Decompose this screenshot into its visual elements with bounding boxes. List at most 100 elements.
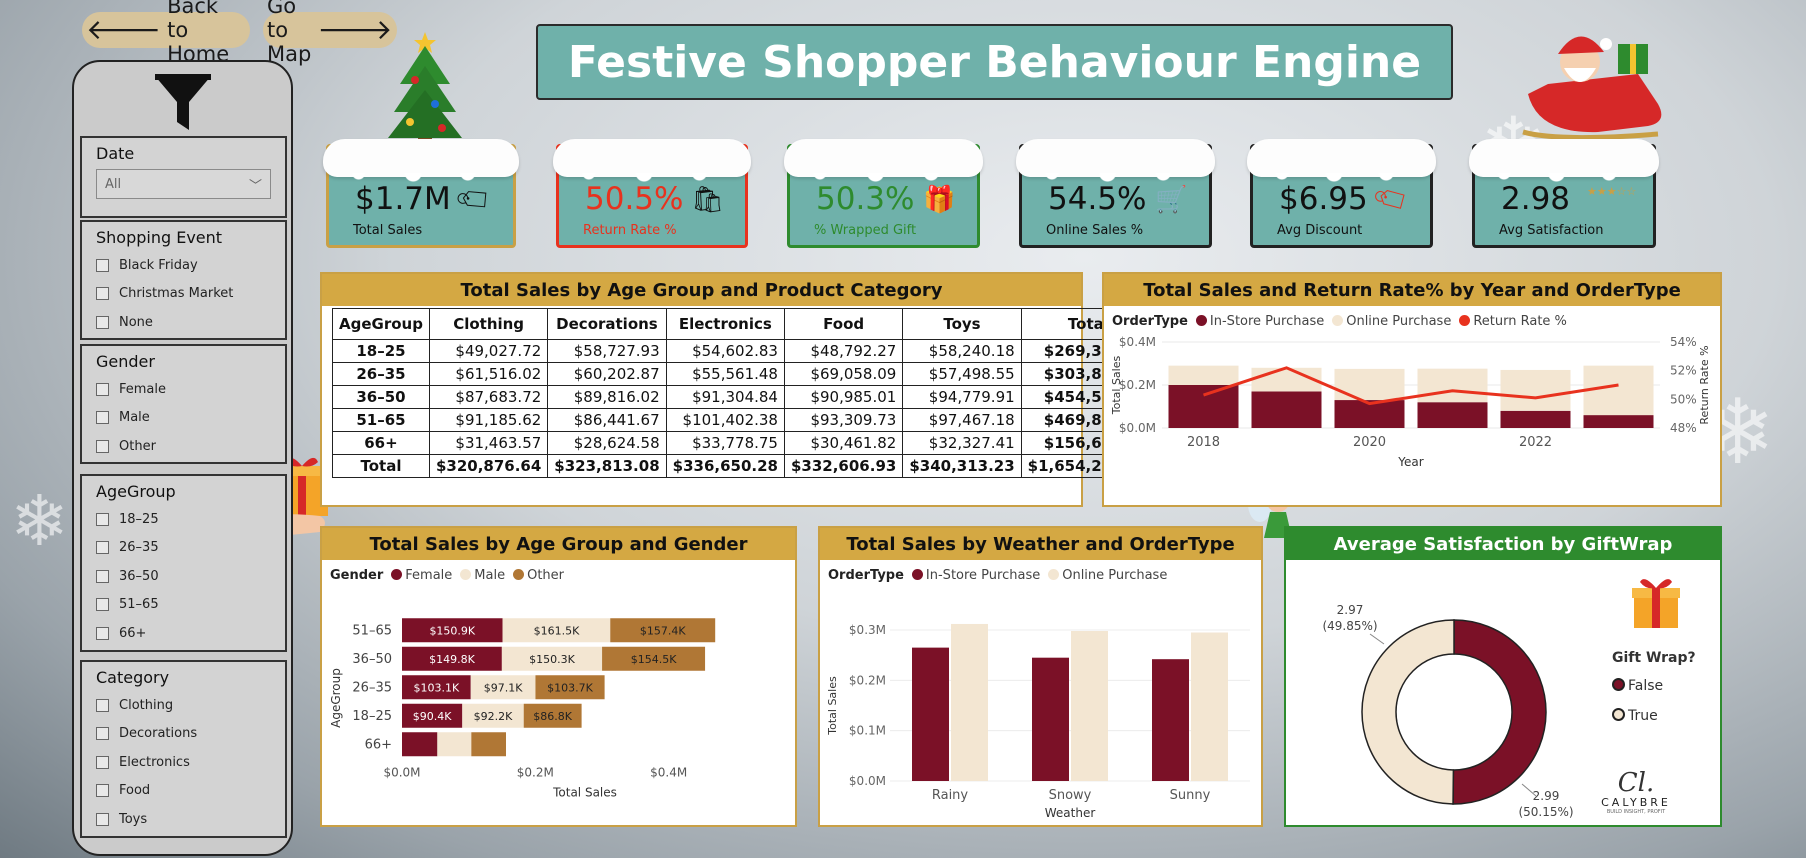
checkbox[interactable] <box>96 569 109 583</box>
legend-item[interactable]: Male <box>460 568 505 583</box>
table-cell: $332,606.93 <box>783 454 904 478</box>
row-header-cell: 18–25 <box>332 339 430 363</box>
bar-segment <box>462 703 524 728</box>
kpi-label: Return Rate % <box>583 223 677 238</box>
bar-online <box>1500 369 1571 411</box>
column-header[interactable]: Food <box>783 308 904 340</box>
bar-segment <box>610 618 716 643</box>
option-other[interactable]: Other <box>96 432 271 461</box>
panel-title: Total Sales by Weather and OrderType <box>820 528 1261 560</box>
checkbox[interactable] <box>96 812 109 826</box>
checkbox[interactable] <box>96 512 109 526</box>
checkbox[interactable] <box>96 541 109 555</box>
table-row: 36–50 $87,683.72 $89,816.02 $91,304.84 $90,9… <box>332 385 1157 409</box>
bar <box>1152 659 1189 781</box>
y2-axis-title: Return Rate % <box>1698 345 1711 424</box>
year-ordertype-chart: $0.0M $0.2M $0.4M 48% 50% 52% 54% 2018 2020 2022 Y… <box>1110 335 1711 469</box>
panel-title: Average Satisfaction by GiftWrap <box>1286 528 1720 560</box>
option-66-plus[interactable]: 66+ <box>96 619 271 648</box>
option-18-25[interactable]: 18–25 <box>96 505 271 534</box>
checkbox[interactable] <box>96 784 109 798</box>
chevron-down-icon: ﹀ <box>248 178 262 194</box>
table-cell: $30,461.82 <box>783 431 904 455</box>
legend-item[interactable]: In-Store Purchase <box>911 568 1040 583</box>
donut-legend-title: Gift Wrap? <box>1612 650 1696 666</box>
option-male[interactable]: Male <box>96 404 271 433</box>
option-51-65[interactable]: 51–65 <box>96 591 271 620</box>
y2-tick-label: 48% <box>1670 421 1697 435</box>
column-header[interactable]: Decorations <box>547 308 667 340</box>
kpi-value: 2.98 <box>1501 181 1571 217</box>
column-header[interactable]: Clothing <box>428 308 549 340</box>
bar-segment <box>471 732 506 757</box>
option-christmas-market[interactable]: Christmas Market <box>96 280 271 309</box>
bar-segment <box>402 703 463 728</box>
snow-cap <box>553 139 751 187</box>
option-black-friday[interactable]: Black Friday <box>96 251 271 280</box>
option-clothing[interactable]: Clothing <box>96 691 271 720</box>
arrow-right-icon: 🡒 <box>317 13 393 46</box>
column-header[interactable]: Electronics <box>665 308 785 340</box>
legend-item[interactable]: In-Store Purchase <box>1195 314 1324 329</box>
table-cell: $91,185.62 <box>428 408 549 432</box>
arrow-left-icon: 🡐 <box>86 13 162 46</box>
table-cell: $94,779.91 <box>902 385 1022 409</box>
weather-ordertype-chart: $0.0M $0.1M $0.2M $0.3M Rainy Snowy Sunny Weath… <box>826 623 1250 820</box>
option-electronics[interactable]: Electronics <box>96 748 271 777</box>
checkbox[interactable] <box>96 315 109 329</box>
column-header[interactable]: Toys <box>902 308 1022 340</box>
table-cell: $90,985.01 <box>783 385 904 409</box>
checkbox[interactable] <box>96 626 109 640</box>
go-to-map-button[interactable]: Go to Map 🡒 <box>263 0 397 66</box>
bar-online <box>1334 368 1405 401</box>
data-label: $103.7K <box>547 681 593 694</box>
table-cell: $86,441.67 <box>547 408 667 432</box>
option-none[interactable]: None <box>96 308 271 337</box>
checkbox[interactable] <box>96 258 109 272</box>
bar-segment <box>437 732 472 757</box>
bar-online <box>1168 365 1239 385</box>
legend-item[interactable]: Return Rate % <box>1459 314 1567 329</box>
checkbox[interactable] <box>96 755 109 769</box>
option-decorations[interactable]: Decorations <box>96 720 271 749</box>
back-to-home-button[interactable]: 🡐 Back to Home <box>82 0 250 66</box>
checkbox[interactable] <box>96 698 109 712</box>
table-row: 18–25 $49,027.72 $58,727.93 $54,602.83 $48,7… <box>332 339 1157 363</box>
line-return-rate <box>1203 366 1619 406</box>
checkbox[interactable] <box>96 411 109 425</box>
table-cell: $320,876.64 <box>428 454 549 478</box>
legend-item-true[interactable]: True <box>1612 708 1658 724</box>
kpi-value: 50.5% <box>585 181 684 217</box>
checkbox[interactable] <box>96 382 109 396</box>
bar <box>951 623 988 781</box>
option-toys[interactable]: Toys <box>96 805 271 834</box>
option-36-50[interactable]: 36–50 <box>96 562 271 591</box>
checkbox[interactable] <box>96 727 109 741</box>
x-tick-label: $0.4M <box>650 766 687 780</box>
x-tick-label: 2022 <box>1519 435 1552 450</box>
y-tick-label: 36–50 <box>352 652 392 667</box>
x-axis-title: Weather <box>1045 806 1096 820</box>
checkbox[interactable] <box>96 287 109 301</box>
option-food[interactable]: Food <box>96 777 271 806</box>
table-cell: $31,463.57 <box>428 431 549 455</box>
legend-item[interactable]: Online Purchase <box>1332 314 1451 329</box>
date-dropdown[interactable]: All ﹀ <box>96 169 271 199</box>
kpi-card-return-rate: 50.5% Return Rate % 🛍 <box>553 139 751 248</box>
legend-item[interactable]: Other <box>513 568 564 583</box>
legend-item[interactable]: Online Purchase <box>1048 568 1167 583</box>
column-header[interactable]: AgeGroup <box>332 308 430 340</box>
checkbox[interactable] <box>96 598 109 612</box>
bar-instore <box>1500 410 1571 428</box>
data-label: 2.99 <box>1533 789 1560 803</box>
option-female[interactable]: Female <box>96 375 271 404</box>
brand-logo: Cl. CALYBRE BUILD INSIGHT, PROFIT <box>1576 770 1696 815</box>
checkbox[interactable] <box>96 439 109 453</box>
y-tick-label: $0.0M <box>849 774 886 788</box>
legend-item[interactable]: Female <box>391 568 452 583</box>
bar-segment <box>402 618 503 643</box>
legend-item-false[interactable]: False <box>1612 678 1663 694</box>
option-26-35[interactable]: 26–35 <box>96 534 271 563</box>
data-label-pct: (50.15%) <box>1518 805 1573 819</box>
bar-segment <box>470 675 536 700</box>
